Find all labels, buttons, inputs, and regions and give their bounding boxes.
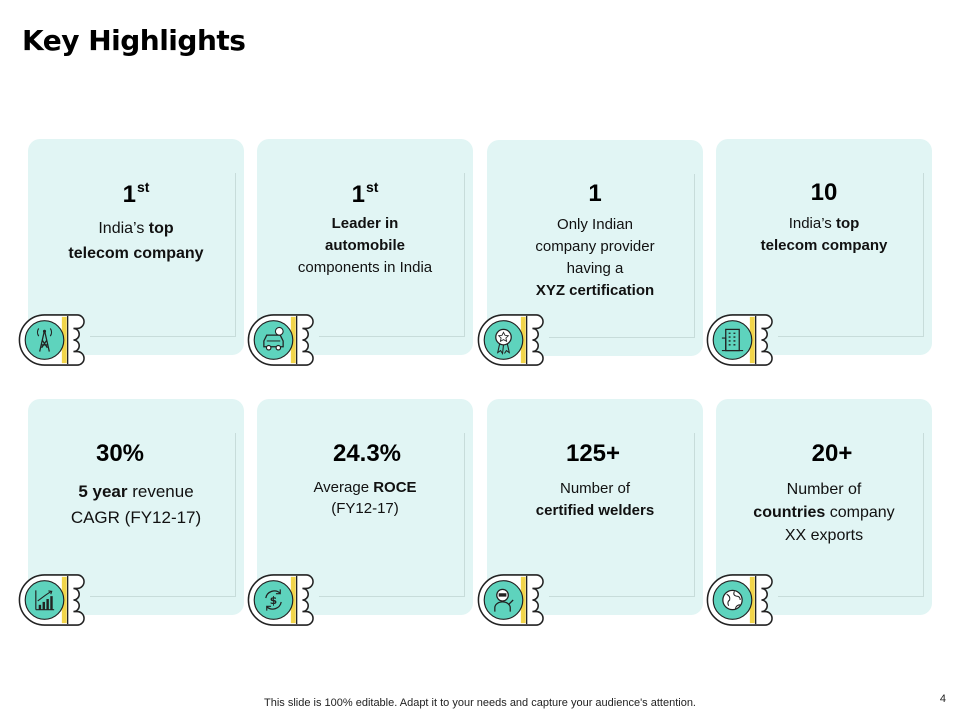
- highlight-value: 1st: [351, 179, 379, 208]
- money-cycle-icon: $: [247, 574, 314, 626]
- highlight-description: India’s top telecom company: [760, 215, 888, 254]
- page-title: Key Highlights: [22, 24, 246, 57]
- footer-note: This slide is 100% editable. Adapt it to…: [264, 697, 696, 709]
- highlight-value: 125+: [565, 440, 621, 467]
- page-number: 4: [939, 693, 946, 705]
- highlight-description: Number of certified welders: [535, 480, 655, 519]
- building-icon: [706, 314, 773, 366]
- highlight-value: 1st: [122, 179, 150, 208]
- highlight-value: 20+: [811, 440, 853, 467]
- highlight-description: Number of countries company XX exports: [753, 481, 895, 544]
- highlight-description: India’s top telecom company: [68, 220, 204, 262]
- highlight-description: Average ROCE (FY12-17): [313, 479, 417, 517]
- globe-icon: [706, 574, 773, 626]
- highlight-value: 10: [810, 179, 838, 206]
- highlight-value: 24.3%: [332, 440, 402, 467]
- highlight-description: 5 year revenue CAGR (FY12-17): [70, 482, 202, 527]
- tower-icon: [18, 314, 85, 366]
- growth-chart-icon: [18, 574, 85, 626]
- highlight-value: 30%: [95, 440, 145, 467]
- highlight-description: Leader in automobile components in India: [297, 215, 433, 276]
- highlight-card-4: 10 India’s top telecom company: [716, 139, 932, 355]
- welder-icon: [477, 574, 544, 626]
- highlight-description: Only Indian company provider having a XY…: [535, 216, 655, 299]
- award-icon: [477, 314, 544, 366]
- car-icon: [247, 314, 314, 366]
- highlight-value: 1: [588, 180, 602, 207]
- svg-text:$: $: [270, 595, 277, 607]
